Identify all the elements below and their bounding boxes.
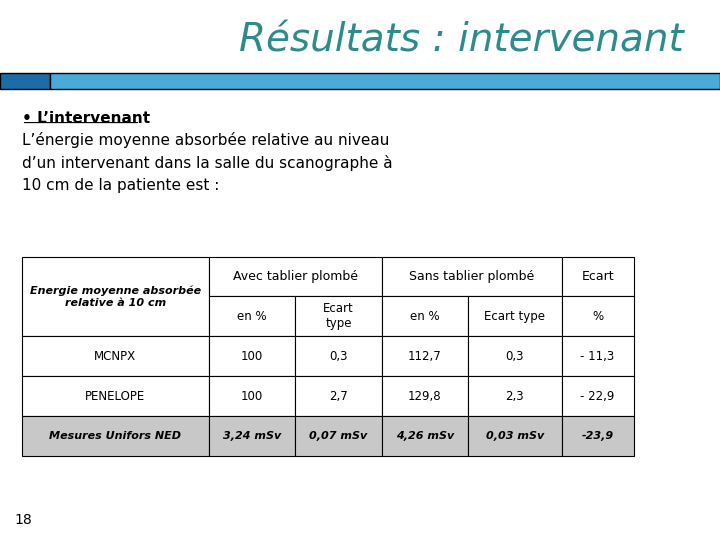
Text: en %: en % [410,310,440,323]
Text: 0,03 mSv: 0,03 mSv [486,431,544,441]
FancyBboxPatch shape [209,416,295,456]
Text: Energie moyenne absorbée
relative à 10 cm: Energie moyenne absorbée relative à 10 c… [30,286,201,307]
FancyBboxPatch shape [295,336,382,376]
Text: - 11,3: - 11,3 [580,350,615,363]
Text: MCNPX: MCNPX [94,350,136,363]
Text: • L’intervenant: • L’intervenant [22,111,150,126]
FancyBboxPatch shape [50,73,720,89]
FancyBboxPatch shape [562,376,634,416]
Text: 0,3: 0,3 [505,350,524,363]
Text: - 22,9: - 22,9 [580,390,615,403]
FancyBboxPatch shape [562,296,634,336]
Text: L’énergie moyenne absorbée relative au niveau
d’un intervenant dans la salle du : L’énergie moyenne absorbée relative au n… [22,132,392,193]
FancyBboxPatch shape [0,73,50,89]
Text: 100: 100 [241,390,263,403]
Text: 18: 18 [14,512,32,526]
FancyBboxPatch shape [468,336,562,376]
FancyBboxPatch shape [382,416,468,456]
Text: 129,8: 129,8 [408,390,441,403]
FancyBboxPatch shape [22,376,209,416]
Text: Résultats : intervenant: Résultats : intervenant [239,22,684,59]
Text: -23,9: -23,9 [582,431,613,441]
Text: 0,07 mSv: 0,07 mSv [310,431,367,441]
FancyBboxPatch shape [295,376,382,416]
FancyBboxPatch shape [209,376,295,416]
FancyBboxPatch shape [209,296,295,336]
FancyBboxPatch shape [562,416,634,456]
Text: Ecart type: Ecart type [485,310,545,323]
Text: Mesures Unifors NED: Mesures Unifors NED [49,431,181,441]
FancyBboxPatch shape [295,296,382,336]
FancyBboxPatch shape [468,296,562,336]
FancyBboxPatch shape [382,336,468,376]
Text: PENELOPE: PENELOPE [85,390,145,403]
FancyBboxPatch shape [382,256,562,296]
FancyBboxPatch shape [382,296,468,336]
FancyBboxPatch shape [562,256,634,296]
FancyBboxPatch shape [209,336,295,376]
Text: 100: 100 [241,350,263,363]
Text: Avec tablier plombé: Avec tablier plombé [233,270,358,283]
Text: 0,3: 0,3 [329,350,348,363]
FancyBboxPatch shape [468,376,562,416]
FancyBboxPatch shape [209,256,382,296]
Text: Sans tablier plombé: Sans tablier plombé [409,270,534,283]
Text: Ecart
type: Ecart type [323,302,354,330]
FancyBboxPatch shape [22,416,209,456]
FancyBboxPatch shape [22,256,209,336]
Text: 112,7: 112,7 [408,350,441,363]
Text: 2,3: 2,3 [505,390,524,403]
FancyBboxPatch shape [562,336,634,376]
FancyBboxPatch shape [295,416,382,456]
Text: 3,24 mSv: 3,24 mSv [223,431,281,441]
Text: 2,7: 2,7 [329,390,348,403]
FancyBboxPatch shape [382,376,468,416]
Text: %: % [592,310,603,323]
FancyBboxPatch shape [468,416,562,456]
Text: 4,26 mSv: 4,26 mSv [396,431,454,441]
FancyBboxPatch shape [22,336,209,376]
Text: en %: en % [237,310,267,323]
Text: Ecart: Ecart [581,270,614,283]
